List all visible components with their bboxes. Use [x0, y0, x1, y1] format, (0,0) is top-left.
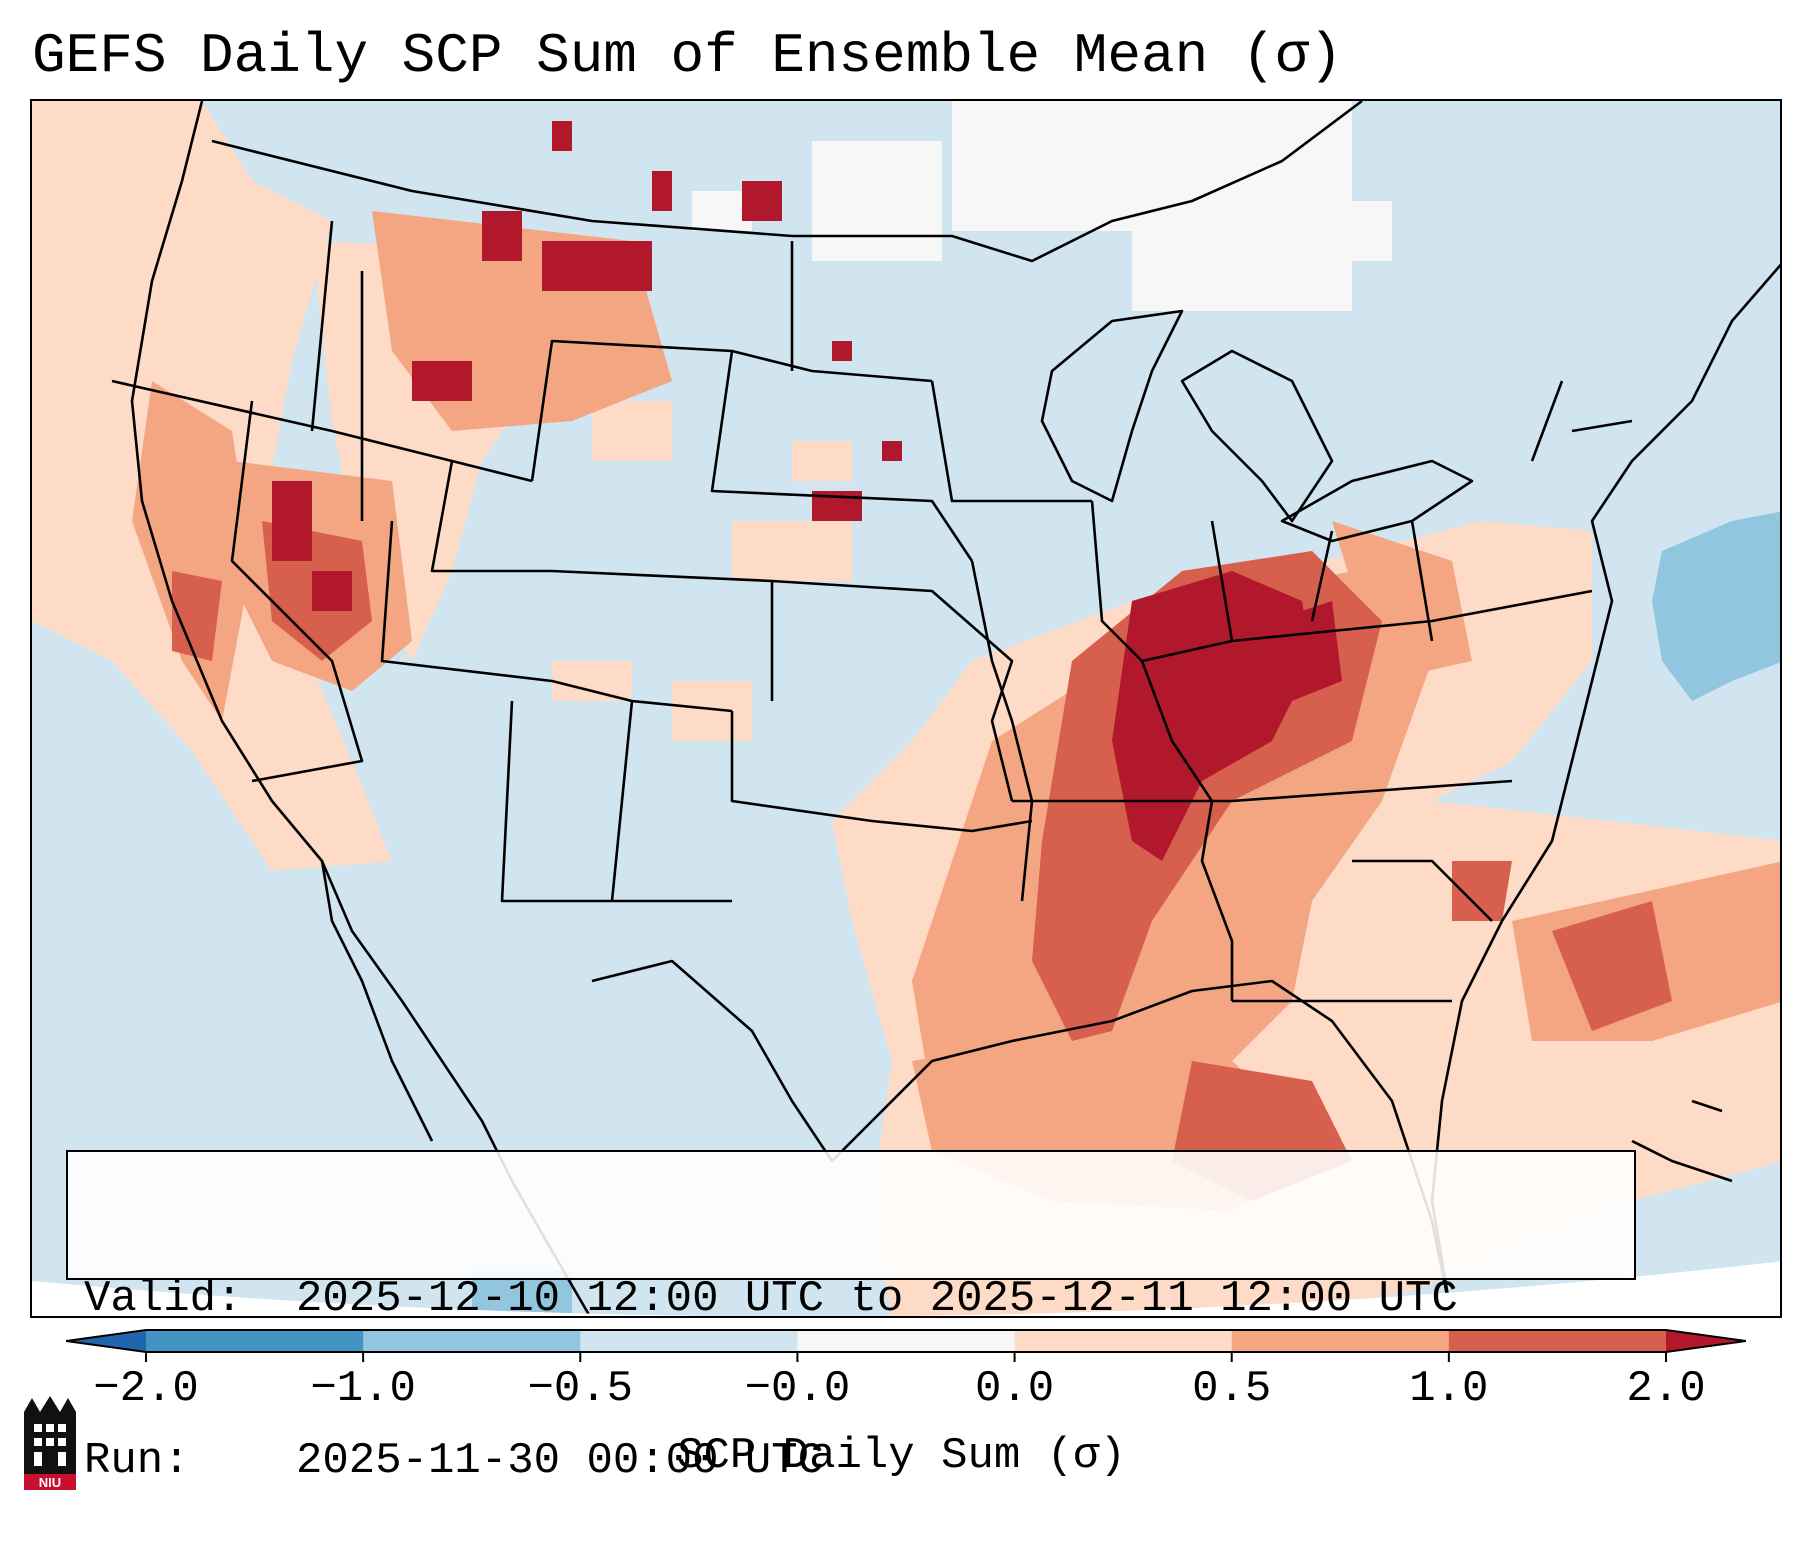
near-zero-field — [692, 101, 1392, 311]
colorbar-segment — [1014, 1330, 1233, 1352]
valid-line: Valid: 2025-12-10 12:00 UTC to 2025-12-11… — [84, 1272, 1618, 1326]
colorbar-extend-high — [1666, 1330, 1746, 1352]
colorbar-tick-label: −2.0 — [93, 1364, 199, 1414]
colorbar-segment — [1231, 1330, 1450, 1352]
run-label: Run: — [84, 1436, 190, 1486]
colorbar-tick-label: 0.0 — [974, 1364, 1055, 1414]
niu-logo-text: NIU — [39, 1475, 61, 1490]
valid-label: Valid: — [84, 1274, 243, 1324]
chart-title: GEFS Daily SCP Sum of Ensemble Mean (σ) — [32, 24, 1343, 88]
colorbar-tick-label: 0.5 — [1192, 1364, 1272, 1414]
run-value: 2025-11-30 00:00 UTC — [296, 1436, 825, 1486]
valid-time-box: Valid: 2025-12-10 12:00 UTC to 2025-12-11… — [66, 1150, 1636, 1486]
state-lines — [111, 220, 1633, 1003]
colorbar — [66, 1329, 1746, 1362]
baja — [320, 860, 434, 1142]
colorbar-extend-low — [66, 1330, 146, 1352]
east-coast — [1430, 263, 1780, 1316]
colorbar-segment — [363, 1330, 581, 1352]
projection-edge — [32, 1261, 1780, 1316]
valid-value: 2025-12-10 12:00 UTC to 2025-12-11 12:00… — [296, 1274, 1458, 1324]
map-svg — [32, 101, 1780, 1316]
colorbar-segment — [1448, 1330, 1667, 1352]
great-lakes — [1040, 309, 1184, 503]
extreme-positive-field — [272, 121, 1342, 861]
niu-logo: NIU — [24, 1396, 76, 1490]
canada-border — [211, 101, 1363, 263]
colorbar-segment — [146, 1330, 364, 1352]
colorbar-tick-label: 2.0 — [1626, 1364, 1706, 1414]
colorbar-label: SCP Daily Sum (σ) — [677, 1431, 1126, 1481]
colorbar-tick-label: −0.5 — [527, 1364, 634, 1414]
caribbean-islands — [1631, 1099, 1733, 1183]
colorbar-tick-label: −0.0 — [744, 1364, 851, 1414]
map-panel — [30, 99, 1782, 1318]
colorbar-tick-label: −1.0 — [310, 1364, 416, 1414]
colorbar-segment — [580, 1330, 798, 1352]
run-line: Run: 2025-11-30 00:00 UTC — [84, 1434, 1618, 1488]
colorbar-segment — [797, 1330, 1016, 1352]
colorbar-tick-label: 1.0 — [1409, 1364, 1489, 1414]
